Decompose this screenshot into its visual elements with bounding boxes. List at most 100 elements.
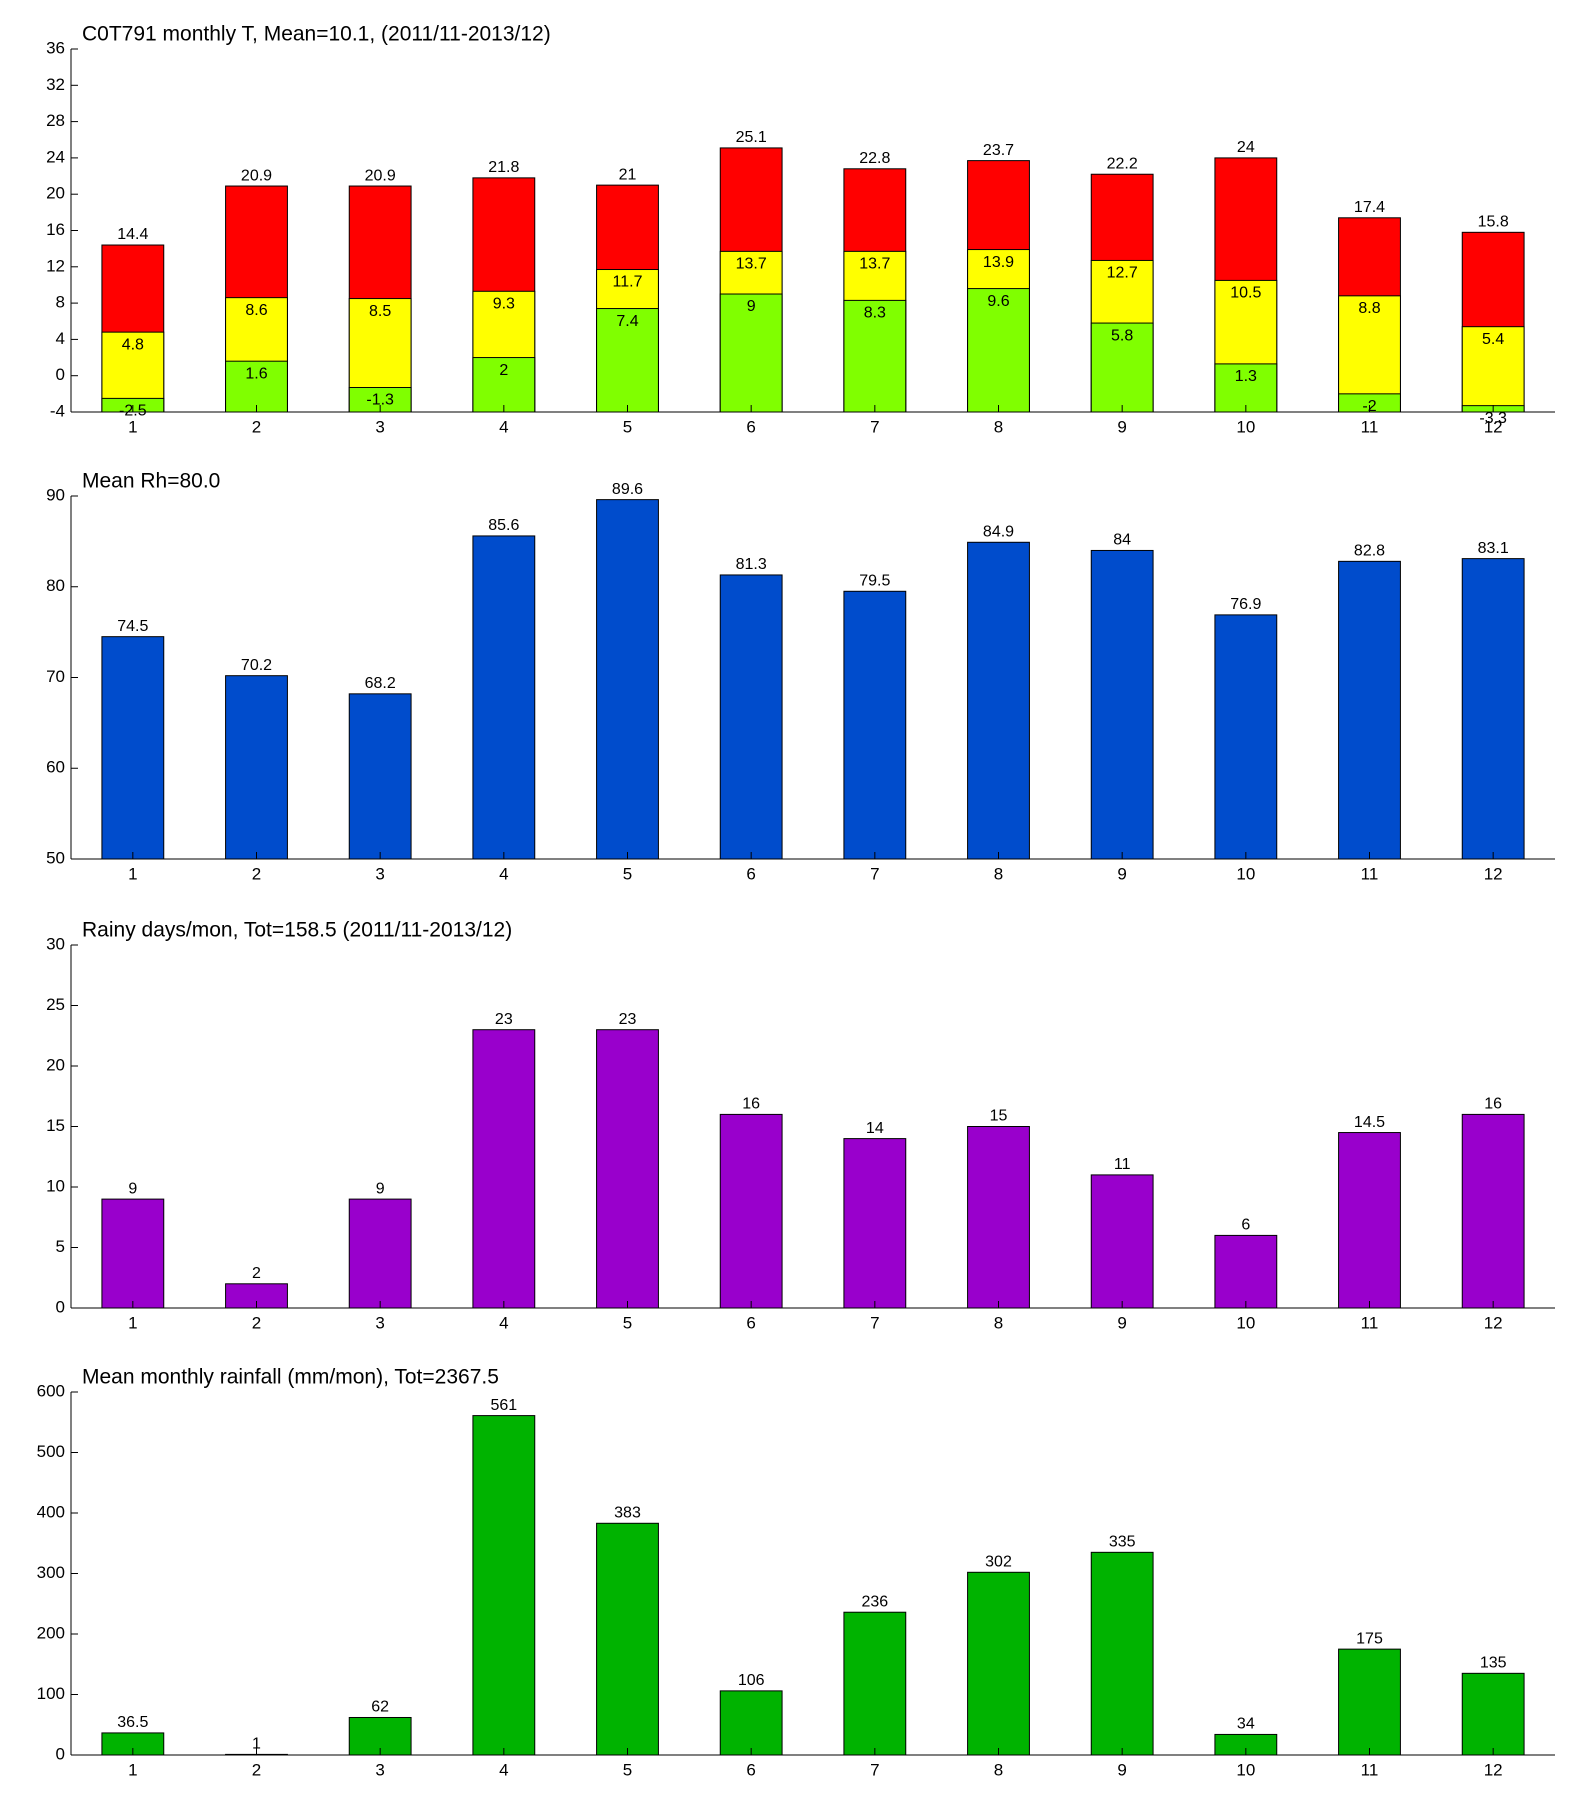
- data-label: 302: [985, 1554, 1012, 1571]
- y-tick-label: 100: [37, 1684, 65, 1703]
- data-label: 1: [252, 1736, 261, 1753]
- data-label: 9: [376, 1180, 385, 1197]
- y-tick-label: 4: [56, 329, 65, 348]
- data-label: 89.6: [612, 481, 643, 498]
- bar: [1338, 1648, 1401, 1756]
- y-tick-label: 28: [46, 111, 65, 130]
- data-label: 17.4: [1354, 199, 1385, 216]
- x-tick-label: 9: [1117, 1313, 1126, 1332]
- x-tick-label: 4: [499, 864, 508, 883]
- data-label: 106: [738, 1672, 765, 1689]
- data-label: 68.2: [365, 675, 396, 692]
- data-label: 21: [619, 166, 637, 183]
- data-label: 14: [866, 1120, 884, 1137]
- y-tick-label: 30: [46, 934, 65, 953]
- x-tick-label: 3: [375, 1313, 384, 1332]
- data-label: 81.3: [736, 556, 767, 573]
- y-tick-label: 600: [37, 1381, 65, 1400]
- data-label: 2: [499, 362, 508, 379]
- y-tick-label: 0: [56, 365, 65, 384]
- x-tick-label: 7: [870, 864, 879, 883]
- data-label: 4.8: [122, 336, 144, 353]
- data-label: -3.3: [1479, 410, 1507, 427]
- y-tick-label: -4: [50, 401, 65, 420]
- x-tick-label: 5: [623, 417, 632, 436]
- bar: [843, 590, 907, 860]
- bar: [967, 1126, 1030, 1309]
- chart-title: Rainy days/mon, Tot=158.5 (2011/11-2013/…: [82, 919, 512, 942]
- data-label: -1.3: [366, 392, 394, 409]
- data-label: 15: [990, 1108, 1008, 1125]
- data-label: 79.5: [859, 573, 890, 590]
- bar: [1461, 326, 1525, 413]
- data-label: 383: [614, 1505, 641, 1522]
- data-label: 20.9: [241, 167, 272, 184]
- bar: [1090, 549, 1154, 860]
- data-label: 85.6: [488, 517, 519, 534]
- y-tick-label: 12: [46, 256, 65, 275]
- data-label: 2: [252, 1265, 261, 1282]
- x-tick-label: 1: [128, 864, 137, 883]
- y-tick-label: 10: [46, 1176, 65, 1195]
- data-label: 8.3: [864, 305, 886, 322]
- bar: [719, 293, 783, 413]
- bar: [348, 693, 412, 860]
- bar: [719, 1690, 783, 1756]
- data-label: 15.8: [1478, 214, 1509, 231]
- bar: [1338, 560, 1401, 860]
- data-label: 335: [1109, 1534, 1136, 1551]
- bar: [472, 1415, 536, 1756]
- x-tick-label: 3: [375, 1760, 384, 1779]
- y-tick-label: 60: [46, 758, 65, 777]
- y-tick-label: 36: [46, 38, 65, 57]
- data-label: 25.1: [736, 129, 767, 146]
- x-tick-label: 10: [1236, 1313, 1255, 1332]
- data-label: 24: [1237, 139, 1255, 156]
- y-tick-label: 80: [46, 576, 65, 595]
- x-tick-label: 6: [746, 1760, 755, 1779]
- data-label: 13.7: [736, 256, 767, 273]
- x-tick-label: 4: [499, 417, 508, 436]
- data-label: 9.6: [987, 293, 1009, 310]
- bar: [719, 1113, 783, 1309]
- data-label: 23.7: [983, 142, 1014, 159]
- data-label: 561: [490, 1397, 517, 1414]
- data-label: 11.7: [613, 274, 643, 291]
- x-tick-label: 6: [746, 417, 755, 436]
- data-label: 8.5: [369, 303, 391, 320]
- data-label: 9: [747, 298, 756, 315]
- y-tick-label: 0: [56, 1297, 65, 1316]
- chart-title: Mean monthly rainfall (mm/mon), Tot=2367…: [82, 1366, 499, 1389]
- data-label: 36.5: [117, 1714, 148, 1731]
- x-tick-label: 2: [252, 417, 261, 436]
- x-tick-label: 5: [623, 1313, 632, 1332]
- bar: [472, 357, 536, 413]
- x-tick-label: 1: [128, 1760, 137, 1779]
- y-tick-label: 20: [46, 184, 65, 203]
- data-label: 5.8: [1111, 327, 1133, 344]
- bar: [1461, 558, 1525, 860]
- data-label: 34: [1237, 1716, 1255, 1733]
- x-tick-label: 11: [1361, 1313, 1379, 1332]
- bar: [719, 574, 783, 860]
- x-tick-label: 4: [499, 1760, 508, 1779]
- x-tick-label: 10: [1236, 417, 1255, 436]
- y-tick-label: 0: [56, 1744, 65, 1763]
- y-tick-label: 24: [46, 147, 65, 166]
- bar: [967, 288, 1030, 413]
- data-label: 84.9: [983, 524, 1014, 541]
- data-label: 76.9: [1230, 596, 1261, 613]
- x-tick-label: 10: [1236, 1760, 1255, 1779]
- bar: [1338, 1132, 1401, 1309]
- data-label: 14.5: [1354, 1114, 1385, 1131]
- bar: [1214, 614, 1278, 860]
- data-label: 14.4: [117, 226, 148, 243]
- bar: [101, 636, 165, 860]
- x-tick-label: 12: [1484, 1313, 1503, 1332]
- bar: [843, 1138, 907, 1309]
- y-tick-label: 300: [37, 1563, 65, 1582]
- data-label: 13.7: [859, 256, 890, 273]
- x-tick-label: 11: [1361, 1760, 1379, 1779]
- bar: [596, 1029, 659, 1309]
